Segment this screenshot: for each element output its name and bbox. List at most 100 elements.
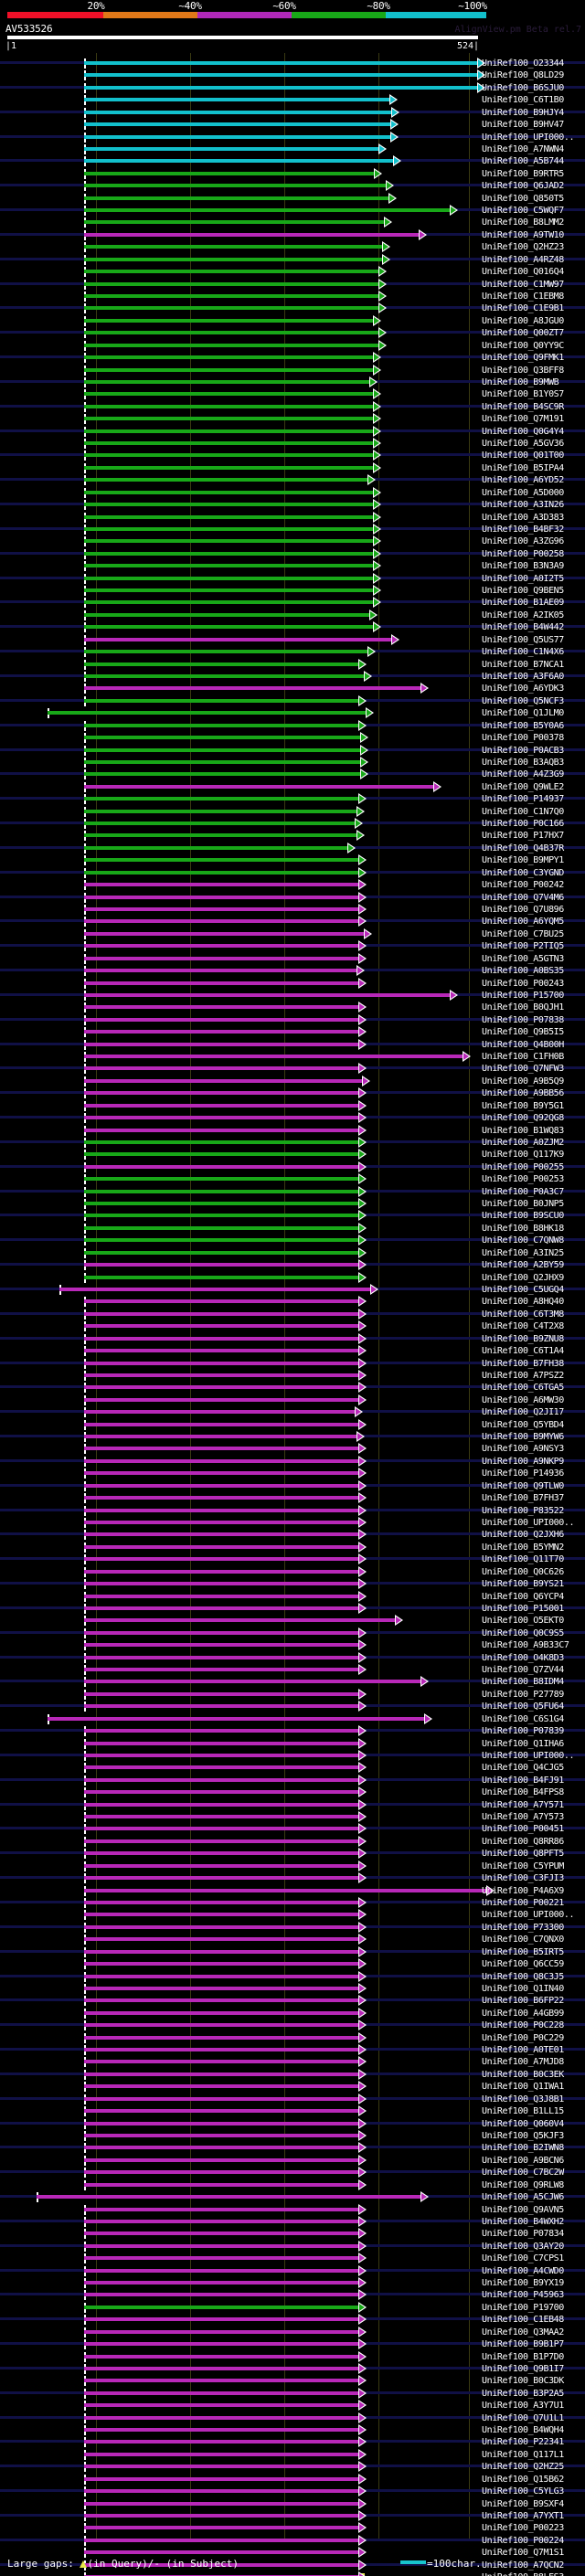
hit-label[interactable]: UniRef100_Q9B1I7 xyxy=(482,2363,564,2374)
hit-bar[interactable] xyxy=(84,1349,358,1353)
hit-row[interactable]: UniRef100_B4W442 xyxy=(0,621,585,633)
hit-row[interactable]: UniRef100_Q3MAA2 xyxy=(0,2326,585,2338)
hit-label[interactable]: UniRef100_C5UGQ4 xyxy=(482,1285,564,1295)
hit-label[interactable]: UniRef100_B4WXH2 xyxy=(482,2216,564,2227)
hit-bar[interactable] xyxy=(84,318,373,323)
hit-bar[interactable] xyxy=(84,1986,358,1990)
hit-bar[interactable] xyxy=(84,698,358,703)
hit-label[interactable]: UniRef100_A4GB99 xyxy=(482,2008,564,2019)
hit-row[interactable]: UniRef100_A3Y7U1 xyxy=(0,2400,585,2412)
hit-row[interactable]: UniRef100_Q9AVN5 xyxy=(0,2203,585,2216)
hit-label[interactable]: UniRef100_P07839 xyxy=(482,1726,564,1737)
hit-row[interactable]: UniRef100_C6T3M8 xyxy=(0,1308,585,1320)
hit-label[interactable]: UniRef100_Q11T70 xyxy=(482,1554,564,1565)
hit-row[interactable]: UniRef100_UPI000.. xyxy=(0,1516,585,1529)
hit-label[interactable]: UniRef100_A4Z3G9 xyxy=(482,769,564,780)
hit-row[interactable]: UniRef100_Q0G4Y4 xyxy=(0,425,585,438)
hit-row[interactable]: UniRef100_B7FH38 xyxy=(0,1357,585,1370)
hit-label[interactable]: UniRef100_P22341 xyxy=(482,2437,564,2448)
hit-bar[interactable] xyxy=(84,2440,358,2444)
hit-label[interactable]: UniRef100_A3F6A0 xyxy=(482,672,564,682)
hit-label[interactable]: UniRef100_B8LMM2 xyxy=(482,217,564,228)
hit-label[interactable]: UniRef100_Q2HZ23 xyxy=(482,242,564,253)
hit-label[interactable]: UniRef100_A0ZJM2 xyxy=(482,1137,564,1148)
hit-label[interactable]: UniRef100_UPI000.. xyxy=(482,132,575,143)
hit-bar[interactable] xyxy=(84,1815,358,1819)
hit-row[interactable]: UniRef100_P22341 xyxy=(0,2436,585,2448)
hit-row[interactable]: UniRef100_P00221 xyxy=(0,1897,585,1909)
hit-label[interactable]: UniRef100_A7Y571 xyxy=(482,1799,564,1810)
hit-label[interactable]: UniRef100_C7BC2W xyxy=(482,2168,564,2178)
hit-label[interactable]: UniRef100_B5IRT5 xyxy=(482,1946,564,1957)
hit-bar[interactable] xyxy=(84,2562,358,2567)
hit-bar[interactable] xyxy=(84,2048,358,2052)
hit-row[interactable]: UniRef100_Q2HZ25 xyxy=(0,2461,585,2473)
hit-row[interactable]: UniRef100_A3ZG96 xyxy=(0,535,585,547)
hit-bar[interactable] xyxy=(84,441,373,446)
hit-bar[interactable] xyxy=(84,2084,358,2089)
hit-row[interactable]: UniRef100_Q9TLW0 xyxy=(0,1479,585,1492)
hit-row[interactable]: UniRef100_Q9B5I5 xyxy=(0,1026,585,1038)
hit-bar[interactable] xyxy=(84,1863,358,1868)
hit-bar[interactable] xyxy=(84,1802,358,1807)
hit-row[interactable]: UniRef100_A7Y571 xyxy=(0,1798,585,1811)
hit-label[interactable]: UniRef100_P00224 xyxy=(482,2535,564,2546)
hit-bar[interactable] xyxy=(84,1876,358,1881)
hit-bar[interactable] xyxy=(84,1361,358,1365)
hit-bar[interactable] xyxy=(84,2293,358,2297)
hit-label[interactable]: UniRef100_C3FJI3 xyxy=(482,1873,564,1884)
hit-bar[interactable] xyxy=(84,944,358,949)
hit-label[interactable]: UniRef100_B8HK18 xyxy=(482,1223,564,1234)
hit-label[interactable]: UniRef100_A0TE01 xyxy=(482,2045,564,2056)
hit-label[interactable]: UniRef100_Q15B62 xyxy=(482,2474,564,2485)
hit-bar[interactable] xyxy=(84,490,373,494)
hit-row[interactable]: UniRef100_Q9WLE2 xyxy=(0,780,585,793)
hit-row[interactable]: UniRef100_B3AQB3 xyxy=(0,756,585,769)
hit-row[interactable]: UniRef100_B0QJH1 xyxy=(0,1002,585,1013)
hit-bar[interactable] xyxy=(84,110,391,114)
hit-bar[interactable] xyxy=(84,2514,358,2518)
hit-row[interactable]: UniRef100_A2IK05 xyxy=(0,609,585,621)
hit-label[interactable]: UniRef100_P00243 xyxy=(482,978,564,989)
hit-bar[interactable] xyxy=(84,2550,358,2555)
hit-label[interactable]: UniRef100_Q5KJF3 xyxy=(482,2130,564,2141)
hit-bar[interactable] xyxy=(84,1373,358,1377)
hit-label[interactable]: UniRef100_P0ACB3 xyxy=(482,745,564,756)
hit-bar[interactable] xyxy=(84,1680,420,1684)
hit-row[interactable]: UniRef100_A2BY59 xyxy=(0,1259,585,1271)
hit-bar[interactable] xyxy=(84,1557,358,1562)
hit-label[interactable]: UniRef100_A7QCN2 xyxy=(482,2560,564,2571)
hit-bar[interactable] xyxy=(84,992,450,997)
hit-label[interactable]: UniRef100_B9MYW6 xyxy=(482,1432,564,1443)
hit-bar[interactable] xyxy=(84,1410,355,1415)
hit-label[interactable]: UniRef100_Q2JHX9 xyxy=(482,1272,564,1283)
hit-label[interactable]: UniRef100_A4RZ48 xyxy=(482,254,564,265)
hit-row[interactable]: UniRef100_O4K8D3 xyxy=(0,1651,585,1664)
hit-label[interactable]: UniRef100_P00223 xyxy=(482,2523,564,2534)
hit-row[interactable]: UniRef100_A4Z3G9 xyxy=(0,769,585,780)
hit-label[interactable]: UniRef100_P19700 xyxy=(482,2302,564,2313)
hit-row[interactable]: UniRef100_P00223 xyxy=(0,2522,585,2534)
hit-bar[interactable] xyxy=(84,355,373,360)
hit-row[interactable]: UniRef100_P00258 xyxy=(0,547,585,560)
hit-bar[interactable] xyxy=(84,981,358,985)
hit-bar[interactable] xyxy=(84,2538,358,2542)
hit-bar[interactable] xyxy=(84,2146,358,2150)
hit-bar[interactable] xyxy=(84,1998,358,2003)
hit-row[interactable]: UniRef100_P45963 xyxy=(0,2289,585,2301)
hit-row[interactable]: UniRef100_C1EBM8 xyxy=(0,290,585,302)
hit-label[interactable]: UniRef100_B3N3A9 xyxy=(482,561,564,572)
hit-label[interactable]: UniRef100_P0C166 xyxy=(482,819,564,830)
hit-row[interactable]: UniRef100_Q0YY9C xyxy=(0,339,585,352)
hit-row[interactable]: UniRef100_A3F6A0 xyxy=(0,671,585,683)
hit-label[interactable]: UniRef100_B4FPS8 xyxy=(482,1787,564,1798)
hit-row[interactable]: UniRef100_Q0C9S5 xyxy=(0,1627,585,1639)
hit-bar[interactable] xyxy=(84,2133,358,2137)
hit-bar[interactable] xyxy=(84,1630,358,1635)
hit-bar[interactable] xyxy=(84,2096,358,2101)
hit-bar[interactable] xyxy=(84,747,360,752)
hit-label[interactable]: UniRef100_B9MWB xyxy=(482,376,559,387)
hit-label[interactable]: UniRef100_C1EB48 xyxy=(482,2315,564,2326)
hit-label[interactable]: UniRef100_B8IDM4 xyxy=(482,1677,564,1688)
hit-bar[interactable] xyxy=(84,2243,358,2248)
